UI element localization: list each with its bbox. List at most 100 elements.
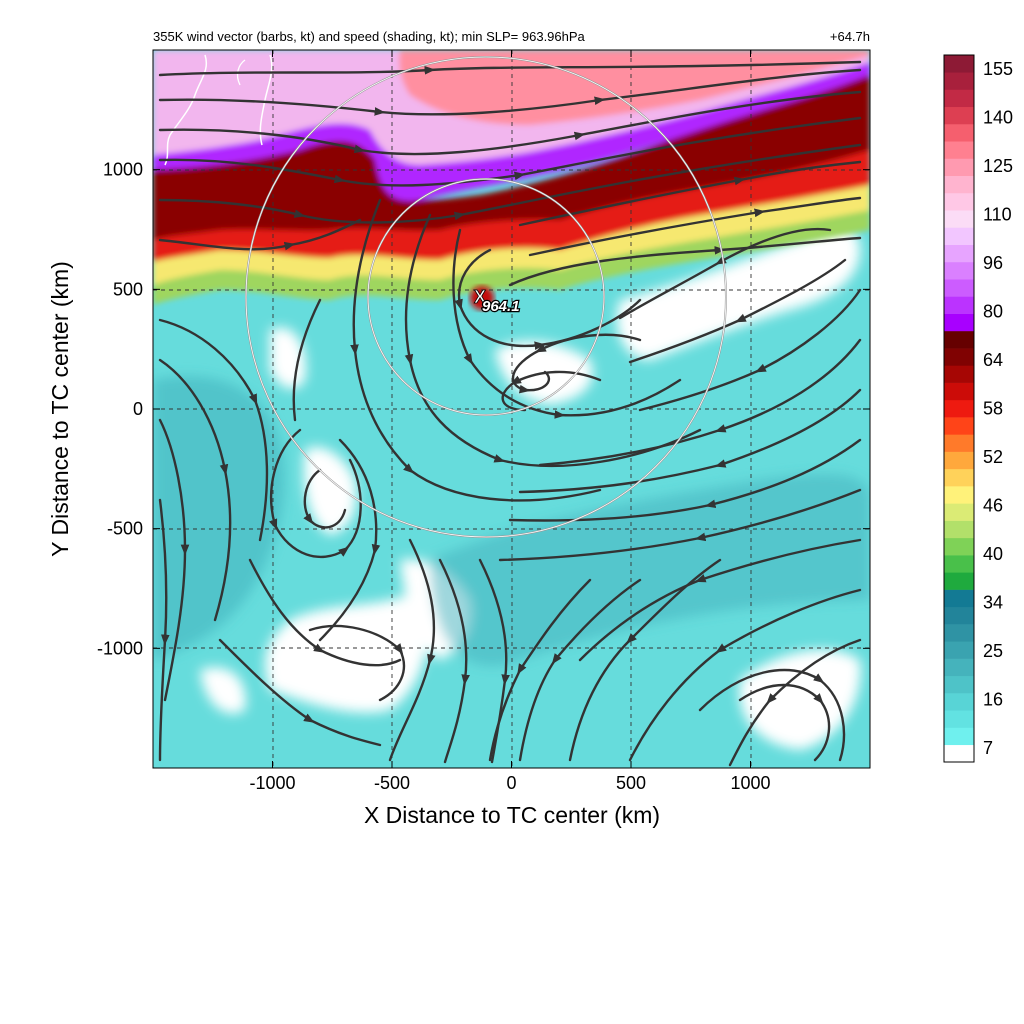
colorbar-cell [944,693,974,711]
colorbar-cell [944,348,974,366]
y-axis-label: Y Distance to TC center (km) [47,261,73,557]
colorbar-cell [944,244,974,263]
streamline [638,288,862,412]
x-axis: -1000 -500 0 500 1000 [249,50,771,793]
colorbar-tick-label: 80 [983,302,1003,322]
streamline [618,227,832,320]
coastline-3 [236,59,246,86]
colorbar-tick-label: 25 [983,641,1003,661]
colorbar-cell [944,589,974,608]
streamline [388,538,436,762]
colorbar-cell [944,175,974,194]
calm-area-lower [265,590,429,713]
streamline [698,668,846,762]
colorbar-cell [944,365,974,383]
colorbar-cell [944,641,974,659]
colorbar-cell [944,279,974,297]
chart-title: 355K wind vector (barbs, kt) and speed (… [153,29,586,44]
colorbar-cell [944,675,974,694]
colorbar-tick-label: 52 [983,447,1003,467]
streamline [158,358,232,622]
x-tick-label: -1000 [249,773,295,793]
x-axis-label: X Distance to TC center (km) [364,802,660,828]
y-axis: 1000 500 0 -500 -1000 [97,160,870,658]
y-tick-label: 0 [133,399,143,419]
streamline [508,438,862,522]
streamline [501,370,602,412]
x-tick-label: 500 [616,773,646,793]
colorbar-cell [944,141,974,159]
darker-teal-band [153,376,285,660]
streamline [303,468,347,529]
colorbar-tick-label: 155 [983,59,1013,79]
colorbar-tick-label: 16 [983,690,1003,710]
colorbar-tick-label: 64 [983,350,1003,370]
calm-area-right [616,227,860,360]
streamline [308,624,406,702]
streamline [518,388,862,494]
colorbar-cell [944,451,974,470]
tc-center-marker: X 964.1 [474,287,521,317]
colorbar-tick-label: 34 [983,593,1003,613]
y-tick-label: -500 [107,519,143,539]
colorbar-cell [944,606,974,625]
streamline [508,236,862,287]
streamline [158,318,269,542]
streamline [568,558,722,762]
range-ring-outer-highlight [245,56,727,538]
y-tick-label: -1000 [97,638,143,658]
streamline [318,438,381,642]
colorbar-cell [944,192,974,211]
colorbar-cell [944,123,974,142]
calm-area-bottom-left [200,667,246,714]
colorbar-cell [944,106,974,125]
streamline [158,90,862,156]
x-tick-label: -500 [374,773,410,793]
streamline [158,68,862,116]
colorbar-cell [944,158,974,177]
colorbar-cell [944,72,974,90]
colorbar-tick-label: 125 [983,156,1013,176]
colorbar-cell [944,399,974,418]
streamline [292,298,322,422]
colorbar-cell [944,624,974,642]
streamline [438,558,470,764]
colorbar-cell [944,486,974,504]
coastline-2 [259,54,273,146]
streamline [158,498,170,762]
streamline [158,218,362,251]
colorbar-cell [944,537,974,556]
streamline [728,638,862,767]
colorbar-frame [943,54,975,763]
colorbar-cell [944,313,974,332]
colorbar-cell [944,658,974,677]
jet-flank-darkred [153,72,870,240]
streamline [528,196,862,257]
colorbar-cell [944,468,974,487]
colorbar-cell [944,261,974,280]
tc-min-slp-label: 964.1 [482,298,520,315]
colorbar-cell [944,227,974,245]
streamline [628,258,847,364]
tc-center-cross: X [474,287,486,307]
colorbar-cell [944,330,974,349]
streamline [478,558,510,764]
streamline [350,198,602,502]
colorbar-tick-label: 7 [983,738,993,758]
y-tick-label: 1000 [103,160,143,180]
streamline [738,683,831,762]
streamline [498,488,862,562]
streamline [628,588,862,762]
colorbar-tick-label: 58 [983,399,1003,419]
streamline [248,558,402,667]
streamline [518,160,862,227]
plot-area: X 964.1 [153,50,870,768]
forecast-hour: +64.7h [830,29,870,44]
streamline [218,638,382,747]
colorbar-cell [944,89,974,108]
coastline-1 [164,54,207,166]
streamline [404,213,702,468]
colorbar-cell [944,382,974,401]
x-tick-label: 0 [506,773,516,793]
